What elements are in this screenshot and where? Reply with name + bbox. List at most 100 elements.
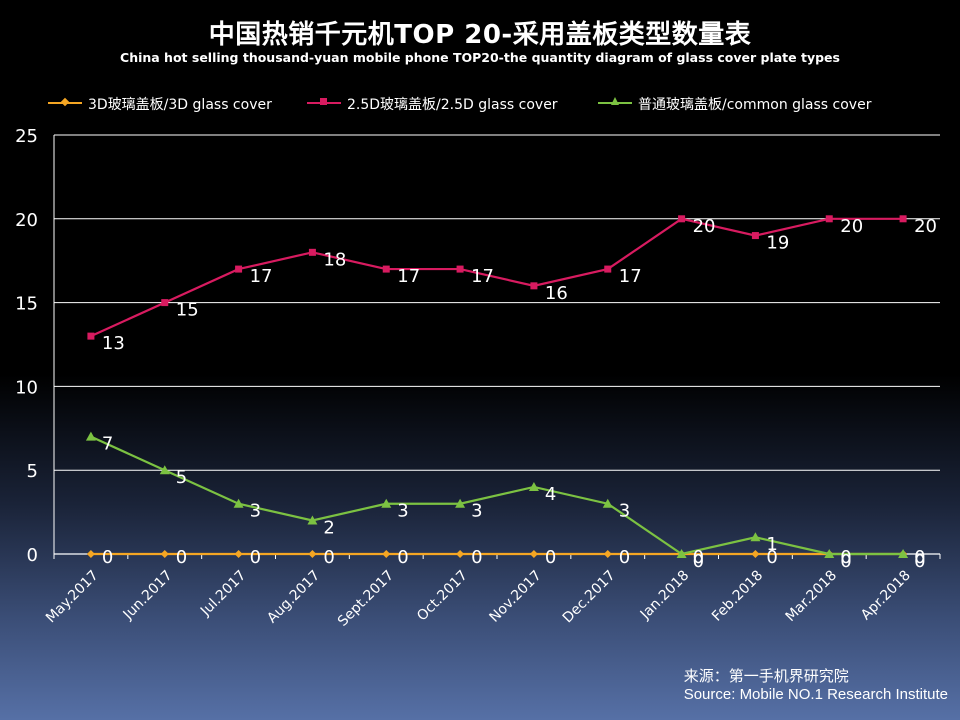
- data-label: 19: [766, 233, 789, 254]
- data-point: [382, 550, 391, 558]
- chart-title: 中国热销千元机TOP 20-采用盖板类型数量表: [208, 20, 752, 50]
- data-point: [899, 215, 907, 223]
- legend: 3D玻璃盖板/3D glass cover 2.5D玻璃盖板/2.5D glas…: [40, 92, 940, 114]
- data-point: [825, 215, 833, 223]
- series-line: [90, 435, 904, 556]
- data-label: 20: [693, 216, 716, 237]
- y-tick-label: 20: [15, 210, 38, 231]
- x-tick-label: Jul.2017: [197, 568, 249, 620]
- data-label: 0: [840, 551, 851, 572]
- x-tick-label: Jun.2017: [120, 568, 176, 624]
- data-label: 0: [914, 547, 925, 568]
- data-point: [308, 550, 317, 558]
- data-label: 17: [619, 266, 642, 287]
- data-point: [456, 265, 464, 273]
- data-point: [750, 532, 761, 542]
- data-label: 17: [471, 266, 494, 287]
- data-label: 3: [250, 501, 261, 522]
- data-point: [159, 465, 170, 475]
- data-label: 0: [323, 547, 334, 568]
- data-label: 17: [397, 266, 420, 287]
- data-label: 3: [471, 501, 482, 522]
- y-tick-label: 0: [27, 545, 38, 566]
- data-point: [86, 550, 95, 558]
- y-tick-label: 10: [15, 377, 38, 398]
- data-point: [235, 265, 243, 273]
- y-tick-label: 5: [27, 461, 38, 482]
- data-label: 7: [102, 434, 113, 455]
- data-label: 0: [397, 547, 408, 568]
- source-line-en: Source: Mobile NO.1 Research Institute: [683, 686, 948, 703]
- x-tick-label: Feb.2018: [709, 568, 766, 625]
- series-line: [90, 217, 904, 338]
- data-point: [307, 515, 318, 525]
- data-label: 0: [840, 547, 851, 568]
- data-point: [824, 549, 835, 558]
- data-label: 0: [693, 551, 704, 572]
- x-tick-label: Aug.2017: [264, 568, 323, 627]
- data-label: 1: [766, 534, 777, 555]
- data-label: 3: [397, 501, 408, 522]
- x-tick-label: Nov.2017: [487, 568, 545, 626]
- data-point: [455, 498, 466, 508]
- data-label: 20: [914, 216, 937, 237]
- data-point: [604, 265, 612, 273]
- x-tick-label: Jan.2018: [637, 568, 693, 624]
- legend-label-common: 普通玻璃盖板/common glass cover: [638, 97, 872, 113]
- data-point: [160, 550, 169, 558]
- data-label: 0: [471, 547, 482, 568]
- data-point: [456, 550, 465, 558]
- data-point: [382, 265, 390, 273]
- x-tick-label: Sept.2017: [335, 568, 397, 630]
- data-label: 0: [693, 547, 704, 568]
- data-label: 16: [545, 283, 568, 304]
- data-label: 5: [176, 467, 187, 488]
- data-point: [603, 550, 612, 558]
- data-label: 18: [323, 249, 346, 270]
- data-point: [234, 550, 243, 558]
- legend-label-3d: 3D玻璃盖板/3D glass cover: [88, 97, 272, 113]
- data-label: 0: [176, 547, 187, 568]
- data-point: [602, 498, 613, 508]
- x-tick-label: Apr.2018: [858, 568, 914, 624]
- data-point: [381, 498, 392, 508]
- x-tick-label: Oct.2017: [414, 568, 471, 625]
- chart-subtitle: China hot selling thousand-yuan mobile p…: [120, 50, 840, 65]
- data-label: 0: [914, 551, 925, 572]
- y-tick-label: 15: [15, 294, 38, 315]
- source-line-cn: 来源：第一手机界研究院: [683, 668, 849, 685]
- data-label: 0: [102, 547, 113, 568]
- data-point: [898, 549, 909, 558]
- data-label: 2: [323, 517, 334, 538]
- data-point: [530, 282, 538, 290]
- data-label: 13: [102, 333, 125, 354]
- x-tick-label: May.2017: [43, 568, 102, 627]
- legend-square-icon: [320, 98, 327, 105]
- data-point: [529, 550, 538, 558]
- data-point: [233, 498, 244, 508]
- legend-triangle-icon: [611, 97, 619, 105]
- data-point: [308, 248, 316, 256]
- legend-label-2-5d: 2.5D玻璃盖板/2.5D glass cover: [347, 97, 558, 113]
- data-label: 0: [250, 547, 261, 568]
- data-label: 17: [250, 266, 273, 287]
- data-label: 0: [545, 547, 556, 568]
- data-point: [528, 481, 539, 491]
- data-point: [676, 549, 687, 558]
- data-point: [678, 215, 686, 223]
- data-point: [85, 431, 96, 441]
- data-label: 3: [619, 501, 630, 522]
- data-point: [87, 332, 95, 340]
- source-note: 来源：第一手机界研究院 Source: Mobile NO.1 Research…: [684, 668, 948, 704]
- data-label: 20: [840, 216, 863, 237]
- data-label: 0: [766, 547, 777, 568]
- data-label: 15: [176, 300, 199, 321]
- x-tick-label: Dec.2017: [560, 568, 619, 627]
- data-label: 0: [619, 547, 630, 568]
- data-point: [751, 550, 760, 558]
- data-point: [161, 299, 169, 307]
- data-label: 4: [545, 484, 556, 505]
- data-point: [751, 232, 759, 240]
- y-tick-label: 25: [15, 126, 38, 147]
